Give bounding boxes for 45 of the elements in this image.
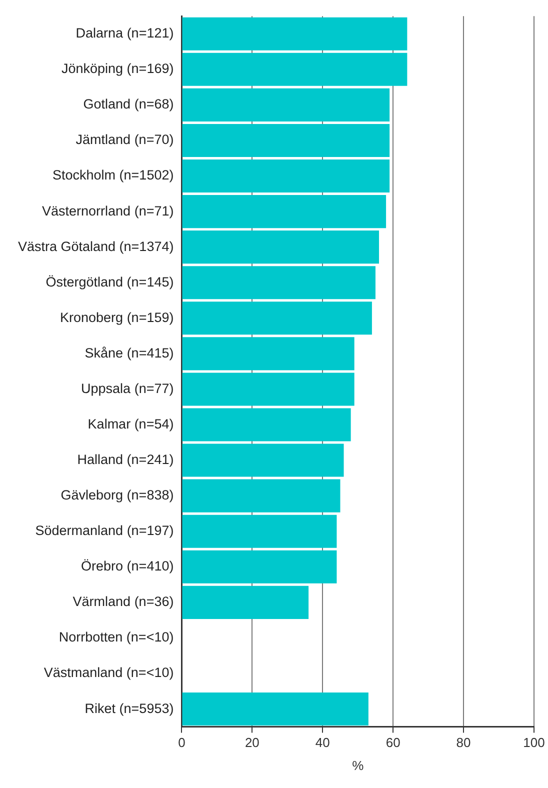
bar xyxy=(182,159,390,193)
bar xyxy=(182,52,408,86)
y-tick-label: Södermanland (n=197) xyxy=(35,523,174,538)
y-tick-label: Kronoberg (n=159) xyxy=(60,310,174,325)
bar xyxy=(182,230,379,264)
bar xyxy=(182,408,351,442)
bar xyxy=(182,195,386,228)
y-tick-label: Örebro (n=410) xyxy=(81,558,174,574)
y-tick-label: Dalarna (n=121) xyxy=(76,26,174,41)
x-tick-label: 100 xyxy=(523,735,545,750)
y-tick-label: Riket (n=5953) xyxy=(84,700,174,716)
bar xyxy=(182,17,408,50)
bar xyxy=(182,337,354,370)
y-tick-label: Jämtland (n=70) xyxy=(76,132,174,148)
y-tick-label: Gotland (n=68) xyxy=(83,96,174,112)
bar xyxy=(182,479,340,512)
y-tick-label: Västra Götaland (n=1374) xyxy=(18,238,174,254)
y-tick-label: Västernorrland (n=71) xyxy=(42,203,174,218)
x-tick-label: 20 xyxy=(244,735,260,750)
y-tick-label: Värmland (n=36) xyxy=(72,594,174,610)
y-tick-label: Skåne (n=415) xyxy=(84,345,174,360)
y-tick-label: Norrbotten (n=<10) xyxy=(58,630,174,645)
y-tick-label: Stockholm (n=1502) xyxy=(52,168,174,183)
bar xyxy=(182,124,390,157)
y-tick-label: Östergötland (n=145) xyxy=(46,274,174,290)
x-axis-title: % xyxy=(352,758,364,773)
x-tick-label: 80 xyxy=(456,735,471,750)
bar xyxy=(182,692,368,726)
bar xyxy=(182,514,337,548)
bar xyxy=(182,372,354,406)
bar xyxy=(182,586,309,619)
y-tick-label: Gävleborg (n=838) xyxy=(60,488,174,503)
y-tick-label: Kalmar (n=54) xyxy=(88,416,174,432)
y-tick-label: Uppsala (n=77) xyxy=(81,380,174,396)
bar xyxy=(182,266,376,300)
x-tick-label: 60 xyxy=(386,735,400,750)
bar xyxy=(182,550,337,584)
y-tick-label: Halland (n=241) xyxy=(77,452,174,468)
bar xyxy=(182,302,372,335)
x-tick-label: 40 xyxy=(315,735,330,750)
x-tick-label: 0 xyxy=(178,735,186,750)
y-tick-label: Jönköping (n=169) xyxy=(62,61,174,76)
bar xyxy=(182,88,390,122)
y-tick-label: Västmanland (n=<10) xyxy=(44,665,174,680)
bar xyxy=(182,444,344,477)
